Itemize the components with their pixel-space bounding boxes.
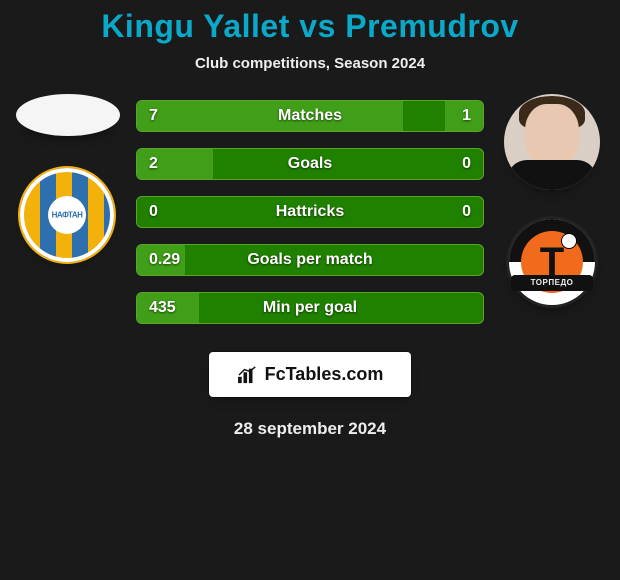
page-title: Kingu Yallet vs Premudrov	[0, 0, 620, 45]
club-badge-right: T ТОРПЕДО	[506, 216, 598, 308]
player-photo-right	[504, 94, 600, 190]
player-jersey-icon	[507, 160, 597, 190]
player-photo-left	[16, 94, 120, 136]
brand-link[interactable]: FcTables.com	[209, 352, 412, 397]
stat-row: 2Goals0	[136, 148, 484, 180]
stat-label: Goals per match	[137, 245, 483, 275]
stat-row: 435Min per goal	[136, 292, 484, 324]
club-shield-left: НАФТАН	[20, 168, 114, 262]
stat-value-right: 1	[462, 101, 471, 131]
stat-label: Matches	[137, 101, 483, 131]
brand-text: FcTables.com	[265, 364, 384, 385]
content: НАФТАН T ТОРПЕДО 7Matches12Goals00Hattri…	[0, 100, 620, 360]
stat-row: 0Hattricks0	[136, 196, 484, 228]
stat-value-right: 0	[462, 197, 471, 227]
club-right-band: ТОРПЕДО	[511, 275, 593, 291]
stat-label: Hattricks	[137, 197, 483, 227]
stat-label: Goals	[137, 149, 483, 179]
stat-row: 0.29Goals per match	[136, 244, 484, 276]
bar-chart-icon	[237, 366, 259, 384]
comparison-card: Kingu Yallet vs Premudrov Club competiti…	[0, 0, 620, 580]
stat-label: Min per goal	[137, 293, 483, 323]
club-badge-left: НАФТАН	[20, 168, 116, 264]
right-player-column: T ТОРПЕДО	[492, 94, 612, 308]
club-left-label: НАФТАН	[52, 211, 83, 220]
left-player-column: НАФТАН	[8, 94, 128, 264]
stats-container: 7Matches12Goals00Hattricks00.29Goals per…	[136, 100, 484, 340]
footer: FcTables.com 28 september 2024	[0, 352, 620, 439]
stat-value-right: 0	[462, 149, 471, 179]
club-disc-right: T ТОРПЕДО	[506, 216, 598, 308]
soccer-ball-icon	[561, 233, 577, 249]
subtitle: Club competitions, Season 2024	[0, 55, 620, 72]
stat-row: 7Matches1	[136, 100, 484, 132]
date-text: 28 september 2024	[0, 419, 620, 439]
